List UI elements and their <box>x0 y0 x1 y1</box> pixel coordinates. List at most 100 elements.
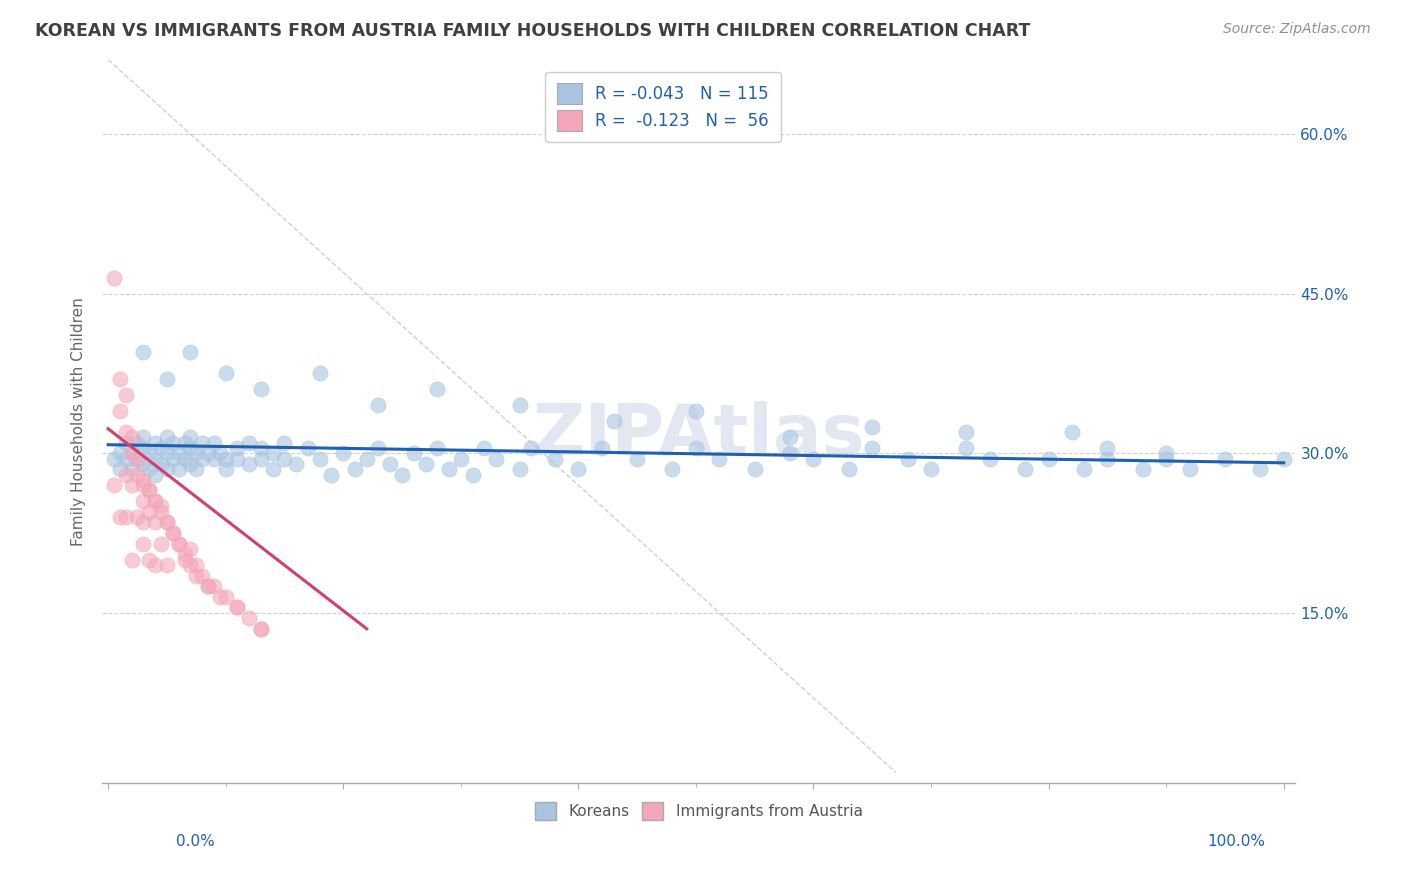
Point <box>437 462 460 476</box>
Point <box>367 441 389 455</box>
Point <box>1132 462 1154 476</box>
Point <box>472 441 495 455</box>
Point <box>208 446 231 460</box>
Text: KOREAN VS IMMIGRANTS FROM AUSTRIA FAMILY HOUSEHOLDS WITH CHILDREN CORRELATION CH: KOREAN VS IMMIGRANTS FROM AUSTRIA FAMILY… <box>35 22 1031 40</box>
Point <box>143 435 166 450</box>
Point <box>208 590 231 604</box>
Point <box>114 425 136 439</box>
Point <box>143 451 166 466</box>
Point <box>356 451 378 466</box>
Point <box>685 441 707 455</box>
Point <box>1038 451 1060 466</box>
Point <box>162 526 184 541</box>
Point <box>179 457 201 471</box>
Point <box>273 451 295 466</box>
Point <box>1014 462 1036 476</box>
Point <box>415 457 437 471</box>
Point <box>1249 462 1271 476</box>
Point <box>238 457 260 471</box>
Point <box>979 451 1001 466</box>
Point <box>860 441 883 455</box>
Point <box>108 372 131 386</box>
Point <box>1154 451 1177 466</box>
Point <box>121 478 143 492</box>
Point <box>238 435 260 450</box>
Point <box>803 451 825 466</box>
Text: 0.0%: 0.0% <box>176 834 215 849</box>
Point <box>132 478 155 492</box>
Point <box>150 505 173 519</box>
Point <box>108 510 131 524</box>
Point <box>108 403 131 417</box>
Point <box>214 462 236 476</box>
Point <box>103 478 125 492</box>
Point <box>955 441 977 455</box>
Point <box>626 451 648 466</box>
Point <box>1178 462 1201 476</box>
Point <box>391 467 413 482</box>
Point <box>709 451 731 466</box>
Point <box>138 462 160 476</box>
Point <box>202 451 225 466</box>
Point <box>150 441 173 455</box>
Point <box>156 372 179 386</box>
Point <box>179 441 201 455</box>
Text: Source: ZipAtlas.com: Source: ZipAtlas.com <box>1223 22 1371 37</box>
Point <box>179 558 201 572</box>
Point <box>226 451 249 466</box>
Point <box>143 494 166 508</box>
Point <box>896 451 918 466</box>
Point <box>197 579 219 593</box>
Point <box>197 579 219 593</box>
Point <box>520 441 543 455</box>
Point <box>132 494 155 508</box>
Point <box>186 446 208 460</box>
Point <box>226 600 249 615</box>
Point <box>121 446 143 460</box>
Point <box>167 446 190 460</box>
Point <box>920 462 942 476</box>
Point <box>367 398 389 412</box>
Point <box>191 451 214 466</box>
Point <box>450 451 472 466</box>
Point <box>602 414 624 428</box>
Point <box>114 435 136 450</box>
Point <box>127 467 149 482</box>
Point <box>226 441 249 455</box>
Point <box>173 451 195 466</box>
Point <box>143 494 166 508</box>
Point <box>214 590 236 604</box>
Point <box>250 383 273 397</box>
Point <box>150 500 173 514</box>
Point <box>509 398 531 412</box>
Point <box>426 383 449 397</box>
Point <box>143 516 166 530</box>
Point <box>121 446 143 460</box>
Point <box>150 457 173 471</box>
Point <box>1272 451 1295 466</box>
Point <box>567 462 589 476</box>
Point <box>132 430 155 444</box>
Point <box>167 536 190 550</box>
Point <box>173 547 195 561</box>
Point <box>297 441 319 455</box>
Point <box>114 510 136 524</box>
Point <box>955 425 977 439</box>
Point <box>179 430 201 444</box>
Point <box>426 441 449 455</box>
Point <box>156 558 179 572</box>
Point <box>121 430 143 444</box>
Point <box>262 446 284 460</box>
Point <box>127 510 149 524</box>
Point <box>1097 441 1119 455</box>
Point <box>138 552 160 566</box>
Point <box>1154 446 1177 460</box>
Point <box>262 462 284 476</box>
Point <box>1073 462 1095 476</box>
Point <box>103 270 125 285</box>
Point <box>127 435 149 450</box>
Point <box>132 516 155 530</box>
Point <box>127 451 149 466</box>
Point <box>779 446 801 460</box>
Point <box>591 441 613 455</box>
